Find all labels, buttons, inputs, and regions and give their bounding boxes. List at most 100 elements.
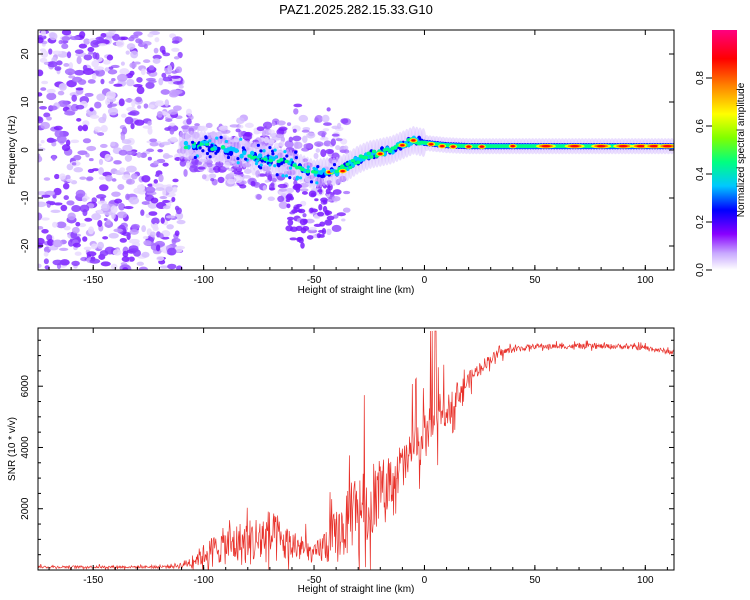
heatmap-cell [233,175,243,184]
heatmap-cell [253,130,263,134]
heatmap-cell [153,47,159,54]
heatmap-cell [336,122,342,130]
heatmap-cell [61,36,71,42]
heatmap-cell [68,62,74,70]
heatmap-cell [120,36,129,41]
heatmap-cell [316,233,321,239]
heatmap-cell [136,77,143,83]
heatmap-cell [214,151,218,155]
heatmap-cell [286,122,292,126]
colorbar-label: Normalized spectral amplitude [736,82,747,217]
heatmap-cell [250,180,256,187]
heatmap-cell [321,114,330,123]
heatmap-cell [306,235,314,240]
heatmap-cell [91,213,102,221]
heatmap-cell [51,50,63,55]
heatmap-cell [311,208,318,213]
heatmap-cell [105,219,111,226]
heatmap-cell [38,263,42,269]
heatmap-cell [369,155,374,159]
heatmap-cell [198,146,202,150]
heatmap-cell [219,135,223,139]
heatmap-cell [58,173,66,180]
x-tick-label: -150 [83,275,103,286]
heatmap-cell [171,238,177,245]
heatmap-cell [77,125,83,132]
heatmap-cell [235,128,241,133]
heatmap-cell [128,196,140,205]
heatmap-cell [271,177,277,183]
heatmap-cell [264,179,270,183]
heatmap-cell [263,157,268,162]
y-tick-label: 10 [20,96,31,108]
heatmap-cell [43,112,51,118]
heatmap-cell [260,159,264,163]
heatmap-cell [244,122,254,128]
heatmap-cell [90,40,101,48]
heatmap-cell [44,265,50,270]
heatmap-cell [38,155,43,163]
heatmap-cell [143,43,148,49]
heatmap-cell [162,199,170,204]
heatmap-cell [73,167,84,173]
y-tick-label: -10 [20,190,31,205]
heatmap-cell [148,211,158,216]
heatmap-cell [298,176,303,180]
heatmap-cell [297,209,303,213]
heatmap-cell [662,145,672,148]
heatmap-cell [104,246,116,255]
heatmap-cell [191,140,195,144]
chart-title: PAZ1.2025.282.15.33.G10 [279,2,433,17]
heatmap-cell [277,183,288,189]
heatmap-cell [98,167,104,175]
heatmap-cell [98,158,104,165]
heatmap-cell [226,178,236,185]
heatmap-cell [157,148,164,153]
heatmap-cell [90,243,98,250]
snr-x-label: Height of straight line (km) [298,584,415,595]
heatmap-cell [159,265,169,269]
heatmap-cell [74,49,84,54]
heatmap-cell [100,261,111,267]
heatmap-cell [171,47,180,52]
heatmap-cell [86,145,97,152]
heatmap-cell [76,56,82,65]
heatmap-cell [71,260,80,267]
heatmap-cell [161,141,171,146]
heatmap-cell [193,155,197,160]
heatmap-cell [147,183,154,187]
heatmap-cell [183,168,188,177]
heatmap-cell [59,259,70,266]
x-tick-label: 100 [637,275,654,286]
heatmap-cell [261,129,266,137]
heatmap-cell [266,124,272,129]
y-tick-label: 0 [20,147,31,153]
heatmap-cell [102,236,109,240]
heatmap-cell [340,164,345,168]
heatmap-cell [256,126,265,132]
heatmap-cell [596,145,606,148]
colorbar-tick-label: 0.6 [695,119,706,133]
heatmap-cell [286,193,293,201]
heatmap-cell [174,230,180,237]
heatmap-cell [138,266,148,270]
heatmap-cell [296,183,301,188]
heatmap-cell [41,228,49,234]
heatmap-cell [83,246,92,251]
x-tick-label: -100 [194,275,214,286]
heatmap-cell [197,166,206,170]
heatmap-cell [40,121,51,130]
heatmap-cell [56,221,67,229]
heatmap-cell [113,83,123,87]
heatmap-cell [277,195,285,203]
heatmap-cell [120,113,127,118]
heatmap-cell [236,157,240,161]
heatmap-cell [293,108,299,115]
heatmap-cell [267,139,275,144]
heatmap-cell [356,160,361,165]
heatmap-cell [127,111,137,116]
heatmap-cell [289,158,294,162]
heatmap-cell [308,226,317,231]
heatmap-cell [160,217,165,224]
heatmap-cell [147,120,152,126]
